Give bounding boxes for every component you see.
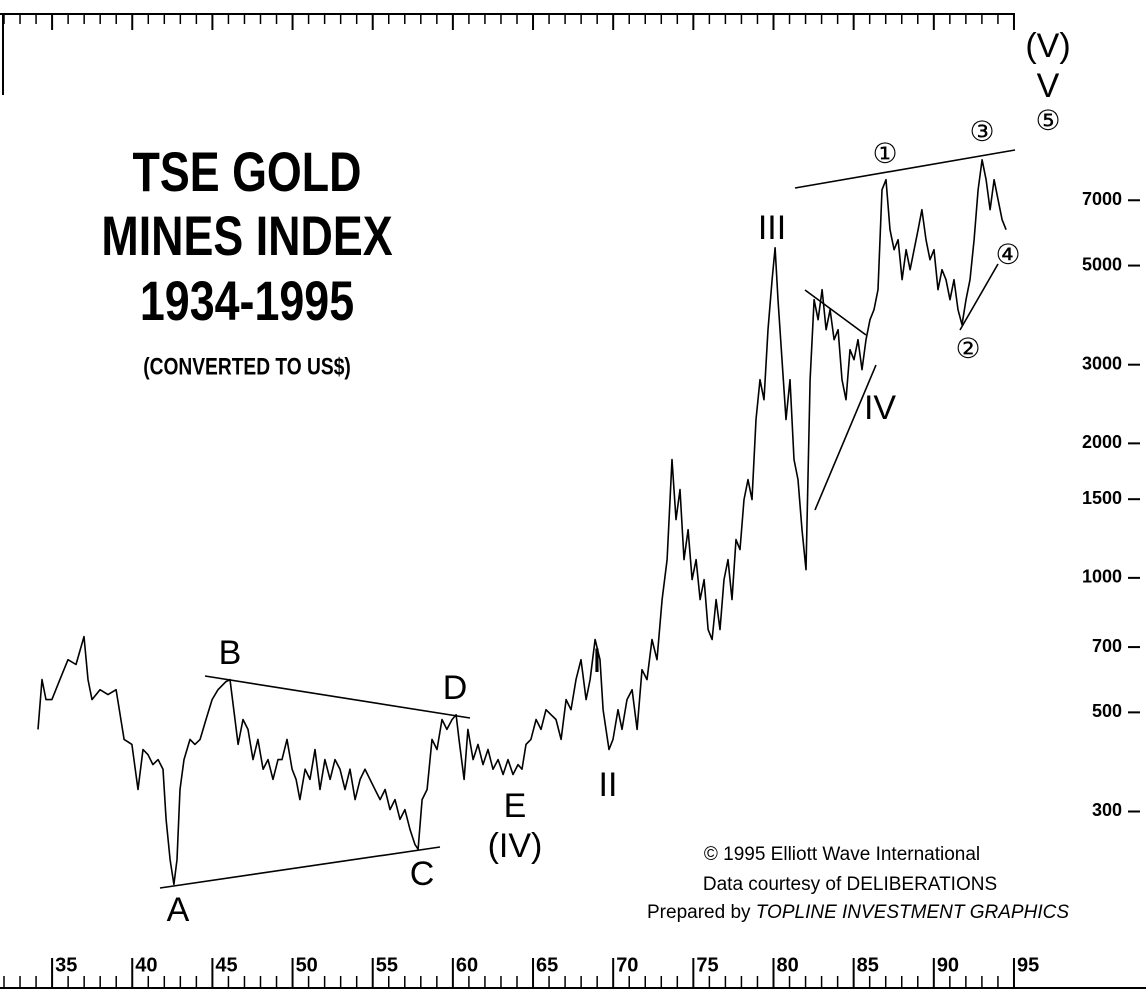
x-tick-label: 40: [135, 954, 157, 976]
trend-line: [804, 289, 867, 336]
x-tick-label: 70: [616, 954, 638, 976]
wave-label: C: [410, 855, 435, 893]
wave-label: ⑤: [1035, 104, 1060, 137]
wave-label: ③: [969, 115, 994, 148]
trend-line: [814, 364, 877, 511]
y-tick-label: 7000: [1082, 189, 1122, 209]
wave-label: II: [599, 766, 618, 804]
x-tick-label: 95: [1017, 954, 1039, 976]
y-tick-label: 300: [1092, 800, 1122, 820]
title-line: 1934-1995: [140, 269, 354, 332]
y-tick-label: 1500: [1082, 488, 1122, 508]
credit-emphasis: TOPLINE INVESTMENT GRAPHICS: [756, 902, 1070, 923]
title-line: MINES INDEX: [101, 204, 392, 267]
x-tick-label: 65: [536, 954, 558, 976]
x-tick-label: 80: [777, 954, 799, 976]
wave-label: A: [167, 891, 190, 929]
x-tick-label: 50: [296, 954, 318, 976]
x-tick-label: 45: [215, 954, 237, 976]
wave-label: ①: [872, 137, 897, 170]
subtitle: (CONVERTED TO US$): [143, 352, 351, 380]
x-tick-label: 60: [456, 954, 478, 976]
wave-label: (IV): [488, 827, 543, 865]
title-line: TSE GOLD: [133, 140, 362, 203]
wave-label: ④: [995, 238, 1020, 271]
data-line: [37, 159, 1007, 886]
y-tick-label: 700: [1092, 636, 1122, 656]
credit-text: Prepared by: [647, 902, 751, 923]
y-tick-label: 1000: [1082, 567, 1122, 587]
credit: Data courtesy of DELIBERATIONS: [703, 874, 997, 895]
x-tick-label: 35: [55, 954, 77, 976]
y-tick-label: 5000: [1082, 254, 1122, 274]
wave-label: ②: [955, 332, 980, 365]
wave-label: I: [592, 642, 601, 680]
title-block: TSE GOLD MINES INDEX 1934-1995 (CONVERTE…: [101, 140, 392, 380]
x-tick-label: 75: [696, 954, 718, 976]
trend-line: [959, 263, 999, 331]
wave-label: V: [1037, 67, 1060, 105]
wave-label: D: [443, 669, 468, 707]
credit: © 1995 Elliott Wave International: [704, 844, 980, 865]
wave-label: B: [219, 634, 242, 672]
trend-lines: [159, 149, 1016, 889]
y-tick-label: 2000: [1082, 432, 1122, 452]
trend-line: [159, 846, 441, 889]
x-tick-label: 55: [376, 954, 398, 976]
credit: Prepared by TOPLINE INVESTMENT GRAPHICS: [647, 902, 1069, 923]
wave-label: E: [504, 787, 527, 825]
y-tick-label: 3000: [1082, 353, 1122, 373]
y-tick-label: 500: [1092, 701, 1122, 721]
wave-label: (V): [1025, 27, 1070, 65]
x-tick-label: 85: [857, 954, 879, 976]
trend-line: [204, 675, 471, 719]
wave-label: IV: [864, 389, 896, 427]
x-tick-label: 90: [937, 954, 959, 976]
trend-line: [794, 149, 1016, 189]
wave-label: III: [758, 209, 786, 247]
